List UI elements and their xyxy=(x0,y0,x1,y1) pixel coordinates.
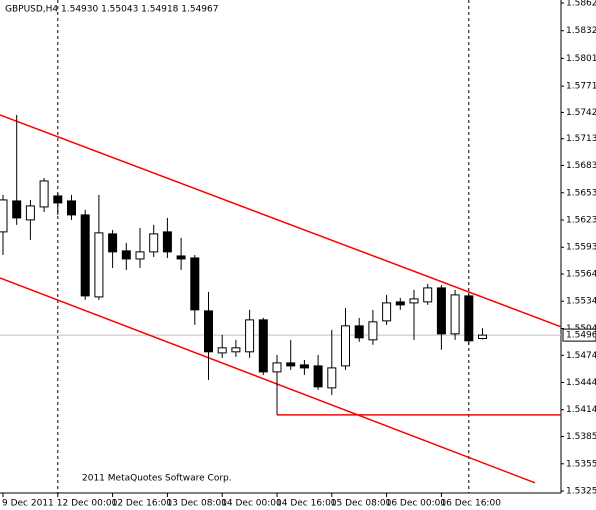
candle-body xyxy=(67,200,76,216)
y-tick-label: 1.58320 xyxy=(566,26,596,36)
y-tick-label: 1.57130 xyxy=(566,134,596,144)
y-tick-label: 1.54445 xyxy=(566,378,596,388)
y-tick-label: 1.54745 xyxy=(566,351,596,361)
trend-line xyxy=(0,114,562,328)
candle-body xyxy=(423,287,433,303)
candle-body xyxy=(12,200,22,219)
candle-body xyxy=(341,325,350,367)
candle-body xyxy=(25,205,35,221)
candle-body xyxy=(436,287,446,335)
candle-body xyxy=(121,250,131,260)
x-tick-label: 16 Dec 16:00 xyxy=(440,499,501,509)
y-tick-label: 1.58015 xyxy=(566,54,596,64)
x-tick-label: 12 Dec 16:00 xyxy=(112,499,173,509)
candle-body xyxy=(217,347,227,354)
y-tick-label: 1.55935 xyxy=(566,243,596,253)
candle-body xyxy=(53,195,63,204)
candle-body xyxy=(245,319,255,353)
candle-body xyxy=(368,321,378,341)
candle-body xyxy=(286,362,296,367)
candle-body xyxy=(80,214,90,297)
x-tick-label: 16 Dec 00:00 xyxy=(386,499,447,509)
plot-area xyxy=(0,0,561,493)
candle-body xyxy=(299,364,309,369)
candle-body xyxy=(135,251,145,260)
candle-body xyxy=(395,301,405,306)
candle-body xyxy=(464,295,474,342)
y-tick-label: 1.53250 xyxy=(566,487,596,497)
candle-body xyxy=(231,347,241,353)
candle-body xyxy=(39,180,49,208)
y-tick-label: 1.55340 xyxy=(566,297,596,307)
copyright: 2011 MetaQuotes Software Corp. xyxy=(82,474,232,484)
candle-body xyxy=(204,310,213,353)
x-tick-label: 14 Dec 00:00 xyxy=(221,499,282,509)
candle-body xyxy=(190,257,200,311)
candle-body xyxy=(162,231,172,253)
y-tick-label: 1.53550 xyxy=(566,459,596,469)
x-tick-label: 9 Dec 2011 xyxy=(2,499,54,509)
candle-body xyxy=(149,233,159,253)
x-tick-label: 15 Dec 08:00 xyxy=(331,499,392,509)
x-tick-label: 12 Dec 00:00 xyxy=(57,499,118,509)
candle-body xyxy=(450,294,460,335)
candle-body xyxy=(176,255,186,260)
y-tick-label: 1.55640 xyxy=(566,270,596,280)
current-price-box xyxy=(562,328,596,342)
y-tick-label: 1.56835 xyxy=(566,161,596,171)
candle-body xyxy=(108,233,118,253)
candle-body xyxy=(382,302,392,322)
candle-body xyxy=(0,199,8,233)
y-tick-label: 1.56235 xyxy=(566,215,596,225)
chart-title: GBPUSD,H4 1.54930 1.55043 1.54918 1.5496… xyxy=(5,5,218,15)
candle-body xyxy=(313,365,323,388)
candle-body xyxy=(354,325,364,339)
candle-body xyxy=(327,367,337,389)
y-tick-label: 1.57710 xyxy=(566,82,596,92)
candle-body xyxy=(258,319,268,373)
candle-body xyxy=(272,362,282,373)
y-tick-label: 1.56535 xyxy=(566,188,596,198)
candle-body xyxy=(409,298,419,304)
current-price-label: 1.54967 xyxy=(566,331,596,341)
y-tick-label: 1.54145 xyxy=(566,405,596,415)
y-tick-label: 1.58625 xyxy=(566,0,596,8)
y-tick-label: 1.53850 xyxy=(566,432,596,442)
candle-body xyxy=(94,232,104,298)
candle-body xyxy=(478,334,487,339)
y-tick-label: 1.57420 xyxy=(566,108,596,118)
trend-line xyxy=(0,277,536,484)
x-tick-label: 14 Dec 16:00 xyxy=(276,499,337,509)
x-tick-label: 13 Dec 08:00 xyxy=(166,499,227,509)
